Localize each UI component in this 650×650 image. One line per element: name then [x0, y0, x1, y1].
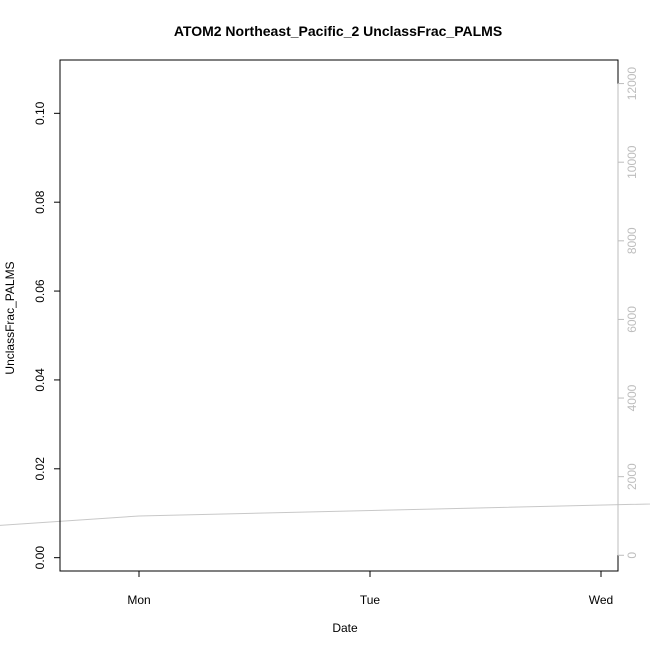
left-axis-tick-label: 0.08	[33, 190, 47, 214]
left-axis-tick-label: 0.10	[33, 101, 47, 125]
y-axis-label: UnclassFrac_PALMS	[3, 261, 17, 374]
left-axis-tick-label: 0.06	[33, 279, 47, 303]
x-axis-tick-label: Mon	[127, 593, 150, 607]
right-axis-tick-label: 10000	[625, 145, 639, 179]
x-axis-tick-label: Wed	[589, 593, 613, 607]
x-axis-label: Date	[332, 621, 358, 635]
plot-frame	[59, 59, 619, 572]
right-axis-tick-label: 0	[625, 552, 639, 559]
right-axis-tick-label: 6000	[625, 306, 639, 333]
left-axis-tick-label: 0.04	[33, 368, 47, 392]
x-axis: Mon Tue Wed	[127, 570, 613, 607]
altitude-line-layer	[0, 503, 650, 526]
x-axis-tick-label: Tue	[360, 593, 381, 607]
chart-title: ATOM2 Northeast_Pacific_2 UnclassFrac_PA…	[174, 23, 502, 39]
left-axis-tick-label: 0.00	[33, 546, 47, 570]
scatter-points-layer	[0, 77, 650, 561]
right-axis: 0 2000 4000 6000 8000 10000 12000	[617, 67, 639, 559]
left-axis-tick-label: 0.02	[33, 457, 47, 481]
right-axis-tick-label: 4000	[625, 384, 639, 411]
altitude-line	[0, 503, 650, 526]
right-axis-tick-label: 8000	[625, 227, 639, 254]
right-axis-tick-label: 12000	[625, 67, 639, 101]
left-axis: 0.00 0.02 0.04 0.06 0.08 0.10	[33, 101, 61, 570]
right-axis-tick-label: 2000	[625, 463, 639, 490]
